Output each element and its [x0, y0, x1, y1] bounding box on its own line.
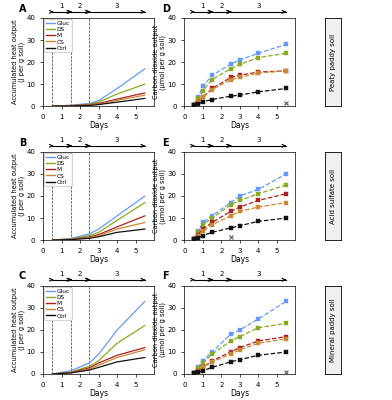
Text: 2: 2: [78, 137, 82, 143]
Y-axis label: Carbon dioxide output
(µmol per g soil): Carbon dioxide output (µmol per g soil): [153, 293, 166, 367]
Text: D: D: [162, 4, 170, 14]
Text: 2: 2: [219, 137, 223, 143]
Text: E: E: [162, 138, 169, 148]
Text: 3: 3: [115, 137, 120, 143]
Text: 1: 1: [201, 3, 205, 9]
Text: Acid sulfate soil: Acid sulfate soil: [330, 168, 336, 224]
Text: 1: 1: [201, 137, 205, 143]
Y-axis label: Accumulated heat output
(J per g soil): Accumulated heat output (J per g soil): [12, 154, 25, 238]
Text: 3: 3: [256, 3, 261, 9]
Text: 1: 1: [59, 3, 64, 9]
X-axis label: Days: Days: [230, 121, 249, 130]
Text: 1: 1: [201, 271, 205, 277]
X-axis label: Days: Days: [89, 121, 108, 130]
Text: 3: 3: [115, 3, 120, 9]
Text: 1: 1: [59, 271, 64, 277]
Text: Mineral paddy soil: Mineral paddy soil: [330, 298, 336, 362]
Text: B: B: [19, 138, 26, 148]
Text: 3: 3: [256, 137, 261, 143]
X-axis label: Days: Days: [89, 255, 108, 264]
Legend: Gluc, DS, M, CS, Ctrl: Gluc, DS, M, CS, Ctrl: [44, 153, 71, 186]
Text: A: A: [19, 4, 26, 14]
Legend: Gluc, DS, M, CS, Ctrl: Gluc, DS, M, CS, Ctrl: [44, 287, 71, 320]
Y-axis label: Carbon dioxide output
(µmol per g soil): Carbon dioxide output (µmol per g soil): [153, 159, 166, 233]
Y-axis label: Accumulated heat output
(J per g soil): Accumulated heat output (J per g soil): [12, 288, 25, 372]
Text: F: F: [162, 272, 169, 282]
Text: 1: 1: [59, 137, 64, 143]
Y-axis label: Accumulated heat output
(J per g soil): Accumulated heat output (J per g soil): [12, 20, 25, 104]
Text: 2: 2: [78, 271, 82, 277]
Text: 3: 3: [115, 271, 120, 277]
Text: 3: 3: [256, 271, 261, 277]
Y-axis label: Carbon dioxide output
(µmol per g soil): Carbon dioxide output (µmol per g soil): [153, 25, 166, 99]
Text: 2: 2: [219, 3, 223, 9]
X-axis label: Days: Days: [230, 255, 249, 264]
Text: C: C: [19, 272, 26, 282]
Legend: Gluc, DS, M, CS, Ctrl: Gluc, DS, M, CS, Ctrl: [44, 19, 71, 52]
Text: Peaty paddy soil: Peaty paddy soil: [330, 34, 336, 91]
Text: 2: 2: [219, 271, 223, 277]
Text: 2: 2: [78, 3, 82, 9]
X-axis label: Days: Days: [230, 389, 249, 398]
X-axis label: Days: Days: [89, 389, 108, 398]
